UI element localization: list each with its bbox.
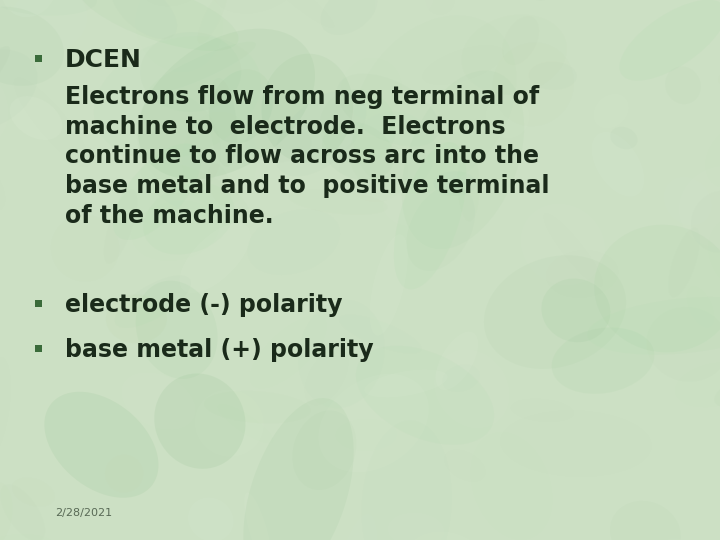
Ellipse shape — [138, 29, 315, 179]
Ellipse shape — [714, 360, 720, 408]
Ellipse shape — [45, 392, 158, 498]
Ellipse shape — [0, 482, 12, 540]
Ellipse shape — [552, 327, 654, 394]
Ellipse shape — [611, 127, 638, 149]
Ellipse shape — [298, 300, 384, 408]
Ellipse shape — [154, 374, 246, 469]
Ellipse shape — [364, 369, 448, 397]
Ellipse shape — [245, 124, 312, 163]
Ellipse shape — [209, 78, 238, 167]
Ellipse shape — [484, 255, 626, 369]
Ellipse shape — [408, 243, 482, 294]
Text: Electrons flow from neg terminal of
machine to  electrode.  Electrons
continue t: Electrons flow from neg terminal of mach… — [65, 85, 549, 228]
Ellipse shape — [94, 36, 261, 159]
Text: DCEN: DCEN — [65, 48, 142, 72]
Ellipse shape — [320, 0, 378, 35]
Ellipse shape — [132, 201, 219, 261]
Ellipse shape — [9, 0, 87, 53]
Ellipse shape — [528, 62, 577, 90]
Ellipse shape — [0, 6, 64, 86]
Bar — [35, 300, 42, 307]
Text: base metal (+) polarity: base metal (+) polarity — [65, 338, 374, 362]
Ellipse shape — [143, 183, 235, 254]
Ellipse shape — [104, 190, 138, 264]
Ellipse shape — [244, 492, 272, 540]
Ellipse shape — [261, 53, 353, 163]
Ellipse shape — [78, 0, 238, 51]
Ellipse shape — [210, 69, 273, 144]
Ellipse shape — [135, 281, 217, 379]
Ellipse shape — [492, 42, 574, 126]
Ellipse shape — [525, 0, 566, 1]
Ellipse shape — [471, 432, 552, 539]
Ellipse shape — [318, 374, 429, 472]
Ellipse shape — [248, 209, 340, 275]
Ellipse shape — [113, 143, 201, 240]
Ellipse shape — [179, 223, 251, 293]
Ellipse shape — [502, 16, 539, 65]
Ellipse shape — [691, 191, 720, 253]
Ellipse shape — [337, 73, 439, 146]
Ellipse shape — [361, 420, 452, 540]
Ellipse shape — [105, 455, 143, 492]
Ellipse shape — [335, 514, 377, 540]
Ellipse shape — [322, 122, 395, 180]
Ellipse shape — [541, 279, 611, 342]
Text: 2/28/2021: 2/28/2021 — [55, 508, 112, 518]
Ellipse shape — [675, 362, 720, 407]
Ellipse shape — [352, 15, 516, 193]
Ellipse shape — [182, 112, 257, 207]
Ellipse shape — [114, 275, 191, 328]
Ellipse shape — [395, 264, 420, 374]
Ellipse shape — [708, 216, 720, 294]
Ellipse shape — [136, 92, 221, 192]
Ellipse shape — [275, 90, 366, 177]
Ellipse shape — [402, 70, 524, 249]
Ellipse shape — [140, 161, 249, 223]
Ellipse shape — [188, 497, 233, 540]
Ellipse shape — [0, 46, 10, 111]
Ellipse shape — [703, 258, 720, 325]
Ellipse shape — [594, 225, 720, 352]
Ellipse shape — [462, 15, 567, 94]
Ellipse shape — [356, 346, 494, 445]
Ellipse shape — [394, 142, 467, 289]
Ellipse shape — [289, 190, 387, 215]
Ellipse shape — [0, 534, 72, 540]
Ellipse shape — [341, 58, 402, 119]
Ellipse shape — [521, 204, 605, 286]
Ellipse shape — [106, 294, 167, 343]
Ellipse shape — [198, 0, 228, 44]
Ellipse shape — [433, 171, 477, 196]
Ellipse shape — [349, 111, 435, 193]
Ellipse shape — [243, 398, 354, 540]
Ellipse shape — [369, 234, 408, 335]
Ellipse shape — [140, 32, 241, 112]
Ellipse shape — [0, 0, 96, 16]
Ellipse shape — [619, 0, 720, 80]
Ellipse shape — [647, 307, 720, 382]
Ellipse shape — [407, 185, 475, 271]
Ellipse shape — [587, 297, 720, 355]
Ellipse shape — [111, 0, 177, 39]
Ellipse shape — [436, 332, 478, 390]
Ellipse shape — [9, 96, 63, 140]
Ellipse shape — [485, 94, 529, 138]
Ellipse shape — [204, 391, 311, 423]
Ellipse shape — [250, 315, 327, 388]
Ellipse shape — [458, 148, 480, 221]
Ellipse shape — [149, 42, 256, 93]
Ellipse shape — [1, 0, 56, 17]
Text: electrode (-) polarity: electrode (-) polarity — [65, 293, 343, 317]
Ellipse shape — [679, 166, 720, 248]
Ellipse shape — [592, 132, 644, 197]
Ellipse shape — [402, 531, 501, 540]
Ellipse shape — [660, 538, 720, 540]
Ellipse shape — [0, 50, 37, 130]
Ellipse shape — [718, 59, 720, 86]
Bar — [35, 55, 42, 62]
Ellipse shape — [668, 228, 700, 298]
Bar — [35, 345, 42, 352]
